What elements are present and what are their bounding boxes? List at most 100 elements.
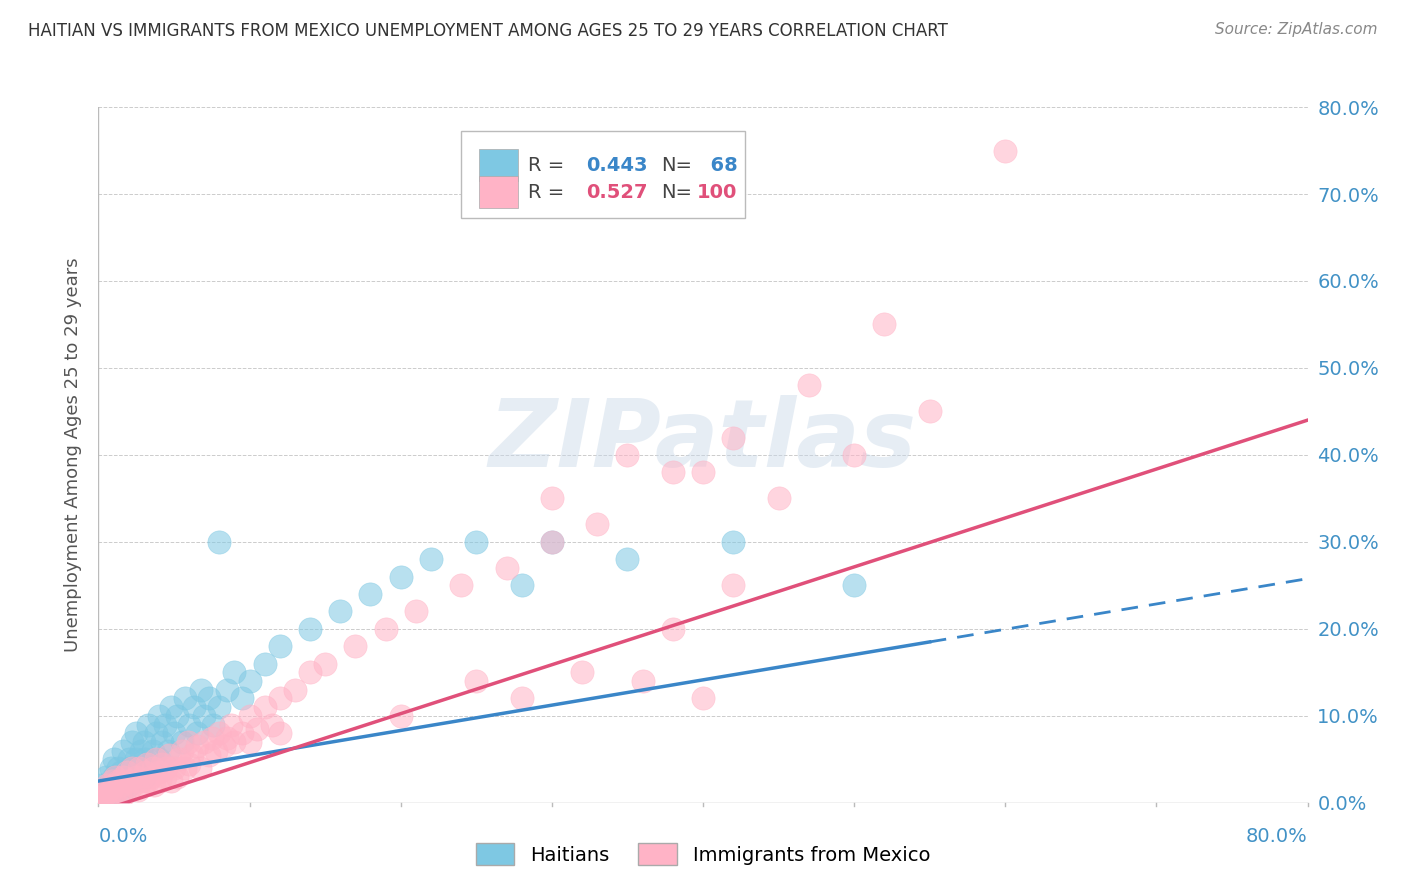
Point bbox=[269, 691, 291, 706]
Point bbox=[105, 782, 128, 797]
Point bbox=[122, 770, 145, 784]
Point bbox=[122, 778, 145, 792]
Point bbox=[120, 761, 142, 775]
Point bbox=[166, 770, 188, 784]
Point bbox=[186, 726, 208, 740]
Text: ZIPatlas: ZIPatlas bbox=[489, 395, 917, 487]
Point bbox=[114, 774, 136, 789]
Point bbox=[170, 744, 193, 758]
Point bbox=[179, 717, 201, 731]
Point bbox=[89, 787, 111, 801]
Point bbox=[127, 761, 149, 775]
Point bbox=[173, 691, 195, 706]
Point bbox=[107, 774, 129, 789]
Point bbox=[129, 774, 152, 789]
Point bbox=[148, 765, 170, 780]
Point bbox=[145, 752, 167, 766]
Point bbox=[181, 747, 204, 762]
Point bbox=[150, 735, 173, 749]
Y-axis label: Unemployment Among Ages 25 to 29 years: Unemployment Among Ages 25 to 29 years bbox=[63, 258, 82, 652]
FancyBboxPatch shape bbox=[461, 131, 745, 219]
Point bbox=[101, 774, 124, 789]
Point bbox=[94, 787, 117, 801]
Point bbox=[723, 431, 745, 445]
Point bbox=[299, 622, 322, 636]
Point bbox=[166, 708, 188, 723]
Point bbox=[202, 717, 225, 731]
Point bbox=[231, 691, 253, 706]
Point bbox=[94, 770, 117, 784]
Point bbox=[873, 318, 896, 332]
Point bbox=[208, 534, 231, 549]
Point bbox=[262, 717, 284, 731]
Point bbox=[136, 717, 159, 731]
Point bbox=[110, 787, 132, 801]
Point bbox=[510, 691, 533, 706]
Point bbox=[329, 605, 352, 619]
Point bbox=[208, 700, 231, 714]
Point bbox=[150, 756, 173, 771]
Point bbox=[141, 770, 163, 784]
Point bbox=[173, 761, 195, 775]
Point bbox=[994, 144, 1017, 158]
Point bbox=[616, 552, 638, 566]
Point bbox=[193, 735, 215, 749]
Point bbox=[269, 726, 291, 740]
Text: R =: R = bbox=[527, 156, 571, 175]
Point bbox=[179, 756, 201, 771]
Text: 0.527: 0.527 bbox=[586, 183, 647, 202]
Point bbox=[90, 778, 112, 792]
Point bbox=[299, 665, 322, 680]
Point bbox=[197, 747, 219, 762]
Point bbox=[208, 726, 231, 740]
Point bbox=[215, 682, 238, 697]
Point bbox=[450, 578, 472, 592]
Point bbox=[104, 770, 127, 784]
Point bbox=[239, 735, 262, 749]
Point bbox=[90, 791, 112, 805]
Point bbox=[118, 752, 141, 766]
Point bbox=[253, 700, 276, 714]
Point bbox=[495, 561, 517, 575]
Point bbox=[797, 378, 820, 392]
Text: Source: ZipAtlas.com: Source: ZipAtlas.com bbox=[1215, 22, 1378, 37]
Point bbox=[374, 622, 396, 636]
Point bbox=[314, 657, 336, 671]
Point bbox=[224, 665, 246, 680]
Point bbox=[768, 491, 790, 506]
Point bbox=[918, 404, 941, 418]
Point bbox=[231, 726, 253, 740]
Point bbox=[215, 731, 238, 745]
Point bbox=[156, 744, 179, 758]
Point bbox=[197, 691, 219, 706]
Point bbox=[112, 787, 135, 801]
Point bbox=[96, 787, 118, 801]
Point bbox=[115, 765, 138, 780]
Point bbox=[103, 770, 125, 784]
Point bbox=[201, 731, 224, 745]
Point bbox=[142, 761, 165, 775]
Point bbox=[132, 735, 155, 749]
Point bbox=[98, 778, 121, 792]
Point bbox=[121, 735, 143, 749]
Point bbox=[540, 534, 562, 549]
Point bbox=[269, 639, 291, 653]
Legend: Haitians, Immigrants from Mexico: Haitians, Immigrants from Mexico bbox=[468, 835, 938, 873]
Point bbox=[148, 752, 170, 766]
Point bbox=[540, 534, 562, 549]
Point bbox=[141, 761, 163, 775]
Point bbox=[360, 587, 382, 601]
FancyBboxPatch shape bbox=[479, 177, 517, 209]
Point bbox=[145, 726, 167, 740]
Point bbox=[692, 466, 714, 480]
Point bbox=[101, 787, 124, 801]
Point bbox=[188, 761, 211, 775]
Point bbox=[135, 756, 157, 771]
Point bbox=[118, 778, 141, 792]
Point bbox=[132, 770, 155, 784]
Point bbox=[153, 717, 176, 731]
Point bbox=[110, 765, 132, 780]
Point bbox=[465, 534, 488, 549]
Text: R =: R = bbox=[527, 183, 571, 202]
Point bbox=[193, 708, 215, 723]
